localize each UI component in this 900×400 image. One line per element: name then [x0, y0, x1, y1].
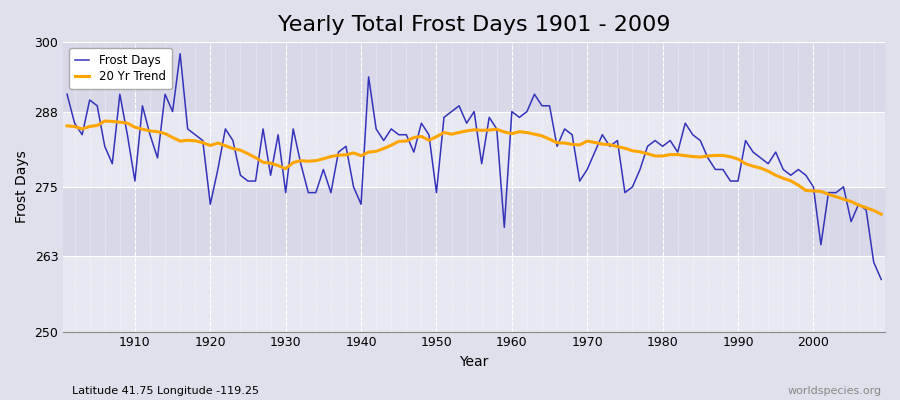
Frost Days [295, 161, 306, 166]
Text: worldspecies.org: worldspecies.org [788, 386, 882, 396]
Text: Latitude 41.75 Longitude -119.25: Latitude 41.75 Longitude -119.25 [72, 386, 259, 396]
Frost Days [605, 144, 616, 149]
X-axis label: Year: Year [460, 355, 489, 369]
Frost Days [175, 51, 185, 56]
Bar [63, 187, 885, 256]
20 Yr Trend [99, 118, 110, 123]
Frost Days [122, 132, 133, 137]
Legend: Frost Days, 20 Yr Trend: Frost Days, 20 Yr Trend [69, 48, 172, 89]
Bar [63, 42, 885, 112]
Frost Days [876, 277, 886, 282]
Y-axis label: Frost Days: Frost Days [15, 150, 29, 223]
20 Yr Trend [295, 158, 306, 163]
Bar [63, 112, 885, 187]
20 Yr Trend [514, 129, 525, 134]
Title: Yearly Total Frost Days 1901 - 2009: Yearly Total Frost Days 1901 - 2009 [278, 15, 670, 35]
20 Yr Trend [340, 152, 351, 157]
Line: 20 Yr Trend: 20 Yr Trend [68, 121, 881, 214]
20 Yr Trend [62, 123, 73, 128]
Frost Days [340, 144, 351, 149]
20 Yr Trend [605, 142, 616, 147]
20 Yr Trend [507, 131, 517, 136]
20 Yr Trend [876, 212, 886, 217]
Bar [63, 256, 885, 332]
20 Yr Trend [130, 125, 140, 130]
Frost Days [62, 92, 73, 97]
Frost Days [507, 109, 517, 114]
Line: Frost Days: Frost Days [68, 54, 881, 280]
Frost Days [514, 115, 525, 120]
